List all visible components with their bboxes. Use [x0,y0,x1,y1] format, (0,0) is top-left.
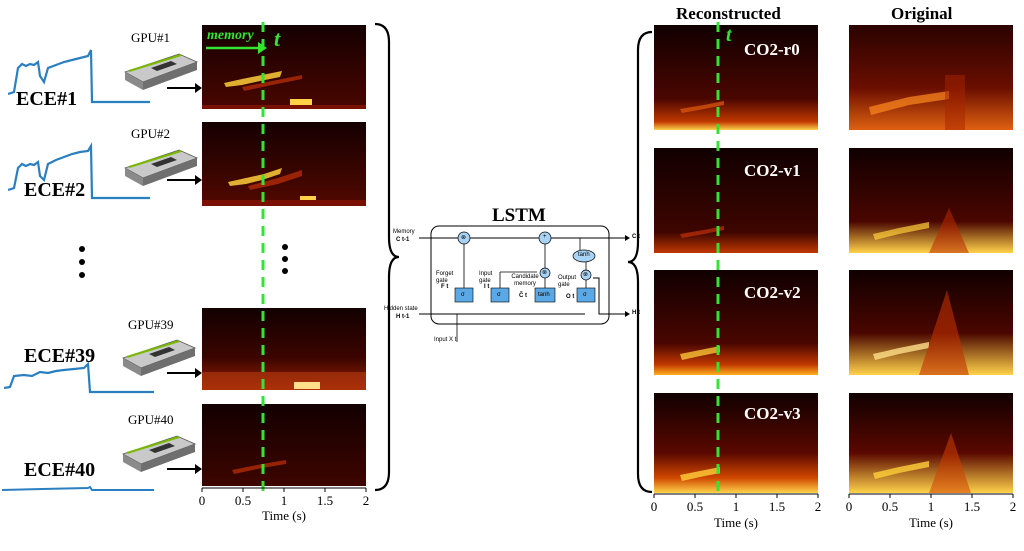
case-label-v3: CO2-v3 [744,404,801,423]
ellipsis-dot [79,246,85,252]
multiply-icon: ⊗ [542,270,548,276]
right-arrow-icon [167,83,202,93]
multiply-icon: ⊗ [461,235,467,241]
case-label-r0: CO2-r0 [744,40,800,59]
output-gate-symbol: O t [566,294,575,300]
original-spectrogram-v2 [849,270,1013,375]
lstm-hidden-in-symbol: H t-1 [396,314,410,320]
gpu-label-1: GPU#1 [131,30,171,45]
forget-gate-label: Forget gate [436,271,454,284]
time-marker-t-left: t [274,26,281,51]
ellipsis-dot [282,256,288,262]
curly-brace-icon [374,22,400,492]
right-arrow-icon [167,368,202,378]
tick-label: 2 [815,499,822,514]
gpu-card-icon [122,339,197,376]
ece-trace-39 [4,361,154,394]
tick-label: 1 [733,499,740,514]
gpu-card-icon [122,435,197,472]
tick-label: 0 [651,499,658,514]
right-arrow-icon [167,464,202,474]
input-spectrogram-1 [202,25,366,109]
case-label-v1: CO2-v1 [744,161,801,180]
candidate-memory-symbol: C̃ t [519,293,527,299]
ece-label-39: ECE#39 [24,345,96,367]
reconstructed-spectrogram-v2 [654,270,818,375]
original-spectrogram-v1 [849,148,1013,253]
input-gate-symbol: I t [484,284,490,290]
tick-label: 1.5 [964,499,980,514]
axis-label: Time (s) [262,508,306,523]
output-gate-label: Output gate [558,275,577,288]
ellipsis-dot [282,268,288,274]
gpu-label-40: GPU#40 [128,412,174,427]
original-title: Original [891,4,953,23]
multiply-icon: ⊗ [583,272,589,278]
tick-label: 1.5 [769,499,785,514]
original-spectrogram-r0 [849,25,1013,130]
sigma-icon: σ [583,292,587,298]
lstm-cell-diagram [419,225,630,342]
current-time-dashed-line [716,22,720,494]
ece-label-40: ECE#40 [24,459,96,481]
time-marker-t-right: t [726,24,732,46]
input-gate-label: Input gate [479,271,493,284]
reconstructed-title: Reconstructed [676,4,781,23]
original-spectrogram-v3 [849,393,1013,493]
axis-label: Time (s) [714,515,758,530]
original-time-axis: 0 0.5 1 1.5 2 Time (s) [846,493,1017,530]
tanh-icon: tanh [538,292,550,298]
tick-label: 1 [928,499,935,514]
curly-brace-icon [627,30,653,494]
gpu-card-icon [124,149,199,186]
input-spectrogram-39 [202,308,366,390]
ece-trace-1 [8,49,150,104]
ece-label-1: ECE#1 [16,88,78,110]
candidate-memory-label: Candidate memory [511,274,539,287]
right-arrow-icon [167,175,202,185]
ellipsis-dot [79,259,85,265]
lstm-title: LSTM [492,205,546,226]
ece-trace-40 [2,485,154,491]
case-label-v2: CO2-v2 [744,283,801,302]
tick-label: 0 [199,493,206,508]
input-spectrogram-2 [202,122,366,206]
memory-label: memory [207,28,254,43]
reconstructed-spectrogram-v1 [654,148,818,253]
lstm-memory-out-label: C t [632,234,640,240]
lstm-memory-in-label: Memory [393,229,415,235]
sigma-icon: σ [497,292,501,298]
tick-label: 2 [1010,499,1017,514]
tick-label: 1.5 [317,493,333,508]
lstm-hidden-in-label: Hidden state [384,306,418,312]
tick-label: 2 [363,493,370,508]
gpu-label-2: GPU#2 [131,126,171,141]
add-icon: + [543,234,547,240]
sigma-icon: σ [461,292,465,298]
gpu-label-39: GPU#39 [128,317,174,332]
reconstructed-spectrogram-r0 [654,25,818,130]
current-time-dashed-line [261,22,265,492]
tanh-icon: tanh [578,252,590,258]
tick-label: 0.5 [235,493,251,508]
tick-label: 0 [846,499,853,514]
tick-label: 0.5 [882,499,898,514]
ece-trace-2 [8,142,150,200]
lstm-input-label: Input X t [434,337,457,343]
ece-label-2: ECE#2 [24,179,86,201]
ellipsis-dot [282,244,288,250]
left-time-axis: 0 0.5 1 1.5 2 Time (s) [199,487,370,523]
tick-label: 1 [281,493,288,508]
axis-label: Time (s) [909,515,953,530]
input-spectrogram-40 [202,404,366,486]
ellipsis-dot [79,272,85,278]
forget-gate-symbol: F t [441,284,449,290]
tick-label: 0.5 [687,499,703,514]
lstm-hidden-out-label: H t [632,310,640,316]
gpu-card-icon [124,53,199,90]
reconstructed-time-axis: 0 0.5 1 1.5 2 Time (s) [651,493,822,530]
lstm-memory-in-symbol: C t-1 [396,237,410,243]
reconstructed-spectrogram-v3 [654,393,818,493]
